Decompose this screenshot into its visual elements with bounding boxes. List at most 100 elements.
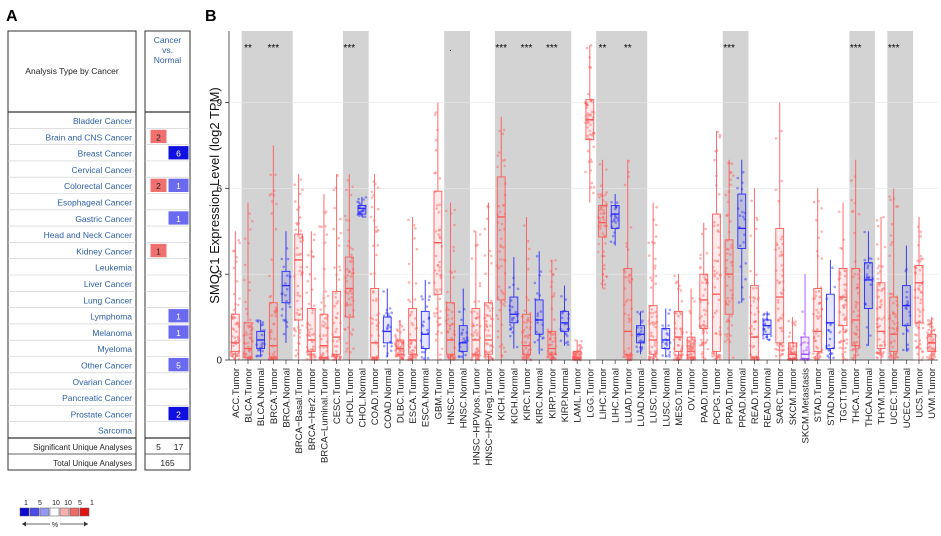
data-point	[869, 334, 872, 337]
data-point	[474, 350, 478, 354]
data-point	[878, 284, 881, 287]
data-point	[921, 326, 925, 330]
data-point	[812, 200, 816, 204]
legend-tick: 10	[52, 500, 60, 507]
data-point	[894, 313, 897, 316]
data-point	[891, 241, 894, 244]
data-point	[589, 44, 593, 47]
x-tick-label: STAD.Tumor	[813, 368, 824, 422]
data-point	[812, 356, 816, 359]
data-point	[475, 323, 479, 327]
data-point	[307, 333, 310, 337]
data-point	[650, 331, 653, 335]
data-point	[249, 336, 252, 340]
box-iqr	[458, 325, 468, 352]
data-point	[856, 301, 859, 305]
table-cell-up-value: 1	[156, 246, 161, 256]
data-point	[920, 291, 923, 294]
data-point	[306, 353, 310, 356]
data-point	[781, 348, 784, 352]
data-point	[346, 244, 350, 248]
data-point	[231, 317, 235, 320]
data-point	[542, 336, 545, 339]
box-prad-tumor	[724, 159, 735, 360]
x-tick-label: SARC.Tumor	[775, 368, 786, 424]
box-acc-tumor	[229, 231, 241, 361]
x-tick-label: KICH.Normal	[509, 368, 520, 424]
data-point	[851, 275, 855, 279]
data-point	[602, 212, 606, 215]
data-point	[856, 283, 859, 286]
data-point	[296, 294, 300, 297]
x-tick-label: ESCA.Normal	[421, 368, 432, 427]
data-point	[672, 352, 676, 355]
box-luad-normal	[635, 310, 646, 355]
data-point	[232, 352, 236, 356]
data-point	[293, 328, 296, 332]
data-point	[286, 257, 290, 261]
data-point	[655, 205, 658, 209]
data-point	[247, 345, 250, 349]
data-point	[388, 307, 392, 310]
data-point	[676, 343, 680, 347]
data-point	[599, 184, 603, 188]
data-point	[889, 243, 893, 246]
data-point	[297, 313, 301, 317]
data-point	[285, 300, 288, 303]
data-point	[678, 357, 682, 361]
box-iqr	[800, 336, 810, 360]
data-point	[627, 279, 631, 282]
data-point	[876, 224, 880, 228]
box-iqr	[496, 176, 506, 301]
data-point	[509, 299, 513, 302]
data-point	[338, 268, 342, 272]
data-point	[702, 320, 706, 323]
data-point	[533, 340, 537, 344]
data-point	[440, 331, 443, 335]
data-point	[763, 328, 766, 331]
data-point	[383, 344, 386, 348]
data-point	[269, 328, 273, 332]
data-point	[703, 325, 706, 329]
data-point	[232, 315, 235, 319]
data-point	[854, 332, 858, 336]
data-point	[414, 345, 417, 349]
data-point	[857, 212, 861, 216]
y-axis-title: SMOC1 Expression Level (log2 TPM)	[207, 87, 222, 304]
data-point	[780, 343, 783, 346]
data-point	[916, 259, 919, 263]
data-point	[351, 185, 355, 189]
data-point	[814, 294, 817, 298]
data-point	[729, 220, 732, 223]
data-point	[574, 353, 577, 356]
data-point	[856, 291, 860, 295]
data-point	[641, 319, 644, 323]
data-point	[829, 323, 832, 327]
data-point	[269, 357, 273, 360]
data-point	[344, 214, 347, 218]
data-point	[600, 194, 603, 197]
data-point	[725, 214, 729, 217]
data-point	[777, 199, 780, 203]
footer-significant-up: 5	[156, 442, 161, 452]
data-point	[674, 354, 677, 357]
data-point	[598, 208, 602, 212]
data-point	[561, 312, 564, 315]
data-point	[602, 211, 606, 214]
data-point	[590, 99, 593, 103]
data-point	[742, 241, 745, 244]
legend-swatch	[39, 507, 50, 517]
data-point	[548, 338, 552, 341]
data-point	[349, 303, 352, 306]
data-point	[586, 112, 589, 115]
data-point	[781, 274, 784, 278]
data-point	[916, 345, 919, 348]
data-point	[713, 158, 716, 162]
box-iqr	[509, 296, 519, 324]
data-point	[755, 218, 759, 222]
legend-swatch	[59, 507, 70, 517]
data-point	[888, 195, 891, 198]
data-point	[691, 346, 694, 350]
data-point	[832, 356, 835, 360]
data-point	[705, 331, 709, 334]
